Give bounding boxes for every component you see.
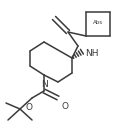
Text: N: N xyxy=(41,80,47,89)
Text: O: O xyxy=(25,103,33,112)
Text: O: O xyxy=(61,102,68,111)
Text: Abs: Abs xyxy=(93,21,103,26)
Text: NH: NH xyxy=(85,49,99,58)
